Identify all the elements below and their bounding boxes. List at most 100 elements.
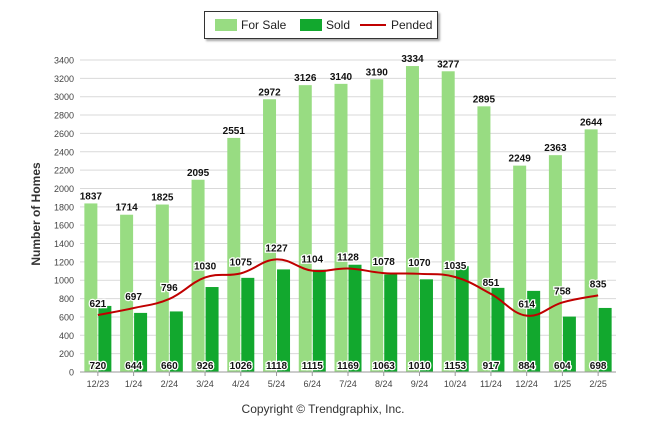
bar-sold [241, 277, 255, 372]
bar-for-sale [334, 83, 348, 372]
y-tick-label: 2600 [54, 129, 74, 139]
x-tick-label: 11/24 [480, 379, 502, 389]
series-line-pended [97, 258, 599, 317]
data-label-pended: 1070 [408, 258, 431, 269]
line-layer [97, 258, 599, 317]
bar-sold [277, 269, 291, 372]
bar-for-sale [298, 85, 312, 373]
copyright-footer: Copyright © Trendgraphix, Inc. [241, 402, 405, 416]
data-label-sold: 1169 [337, 361, 359, 372]
data-label-for-sale: 2644 [580, 117, 603, 128]
bar-for-sale [263, 99, 277, 372]
data-label-for-sale: 2249 [509, 154, 532, 165]
y-tick-label: 1600 [54, 221, 74, 231]
y-tick-label: 400 [59, 331, 74, 341]
x-tick-label: 7/24 [339, 379, 357, 389]
axis-layer: 0 200 400 600 800 1000 1200 1400 1600 1800 2000 220… [54, 56, 616, 389]
x-tick-label: 5/24 [268, 379, 286, 389]
bar-sold [491, 287, 505, 372]
x-tick-label: 6/24 [304, 379, 322, 389]
data-label-pended: 758 [554, 286, 571, 297]
bar-sold [384, 274, 398, 372]
grid-layer [80, 59, 616, 373]
y-tick-label: 200 [59, 349, 74, 359]
data-label-pended: 1030 [194, 261, 217, 272]
y-tick-label: 1000 [54, 276, 74, 286]
data-label-sold: 660 [161, 361, 178, 372]
x-tick-label: 2/25 [589, 379, 607, 389]
legend-label-for-sale: For Sale [241, 18, 287, 32]
data-label-pended: 835 [590, 279, 607, 290]
data-label-sold: 1115 [302, 361, 324, 372]
bar-sold [562, 316, 576, 372]
data-label-pended: 796 [161, 283, 178, 294]
bar-for-sale [513, 165, 527, 372]
bar-sold [169, 311, 183, 372]
data-label-pended: 614 [518, 300, 535, 311]
y-tick-label: 600 [59, 312, 74, 322]
bar-for-sale [370, 79, 384, 372]
data-label-for-sale: 2972 [258, 87, 281, 98]
bar-sold [527, 290, 541, 372]
bar-for-sale [405, 66, 419, 373]
data-label-pended: 1128 [337, 252, 359, 263]
y-tick-label: 0 [69, 368, 74, 378]
x-tick-label: 12/23 [87, 379, 110, 389]
data-label-for-sale: 1714 [115, 203, 138, 214]
data-label-for-sale: 2551 [223, 126, 246, 137]
bar-sold [598, 307, 612, 372]
y-tick-label: 3200 [54, 74, 74, 84]
data-label-for-sale: 3190 [366, 67, 389, 78]
data-label-for-sale: 3126 [294, 73, 317, 84]
y-tick-label: 1400 [54, 239, 74, 249]
bar-sold [134, 312, 148, 372]
bar-sold [348, 264, 362, 372]
data-label-pended: 1035 [444, 261, 467, 272]
data-label-pended: 1104 [301, 255, 323, 266]
data-label-for-sale: 2095 [187, 168, 210, 179]
data-label-for-sale: 1825 [151, 193, 174, 204]
data-label-sold: 926 [197, 361, 214, 372]
y-tick-label: 2400 [54, 147, 74, 157]
bar-for-sale [584, 129, 598, 372]
y-axis-label: Number of Homes [29, 162, 43, 266]
chart-legend: For Sale Sold Pended [204, 11, 438, 39]
data-label-for-sale: 2363 [544, 143, 567, 154]
y-tick-label: 1800 [54, 202, 74, 212]
data-label-for-sale: 3277 [437, 59, 460, 70]
legend-item-for-sale: For Sale [215, 18, 286, 32]
x-tick-label: 12/24 [515, 379, 538, 389]
bar-sold [312, 269, 326, 372]
data-label-sold: 1026 [230, 361, 253, 372]
data-label-pended: 1078 [373, 257, 396, 268]
y-tick-label: 800 [59, 294, 74, 304]
x-tick-label: 10/24 [444, 379, 467, 389]
bar-sold [205, 287, 219, 372]
y-tick-label: 2800 [54, 111, 74, 121]
legend-swatch-pended [360, 24, 386, 26]
legend-label-sold: Sold [326, 18, 351, 32]
x-tick-label: 1/25 [554, 379, 572, 389]
y-tick-label: 3000 [54, 92, 74, 102]
bar-for-sale [155, 204, 169, 372]
x-tick-label: 1/24 [125, 379, 143, 389]
data-label-sold: 917 [483, 361, 500, 372]
data-label-sold: 644 [125, 361, 142, 372]
x-tick-label: 9/24 [411, 379, 429, 389]
data-label-sold: 604 [554, 361, 571, 372]
bar-for-sale [548, 155, 562, 372]
bar-for-sale [84, 203, 98, 372]
data-label-for-sale: 3140 [330, 72, 353, 83]
data-label-pended: 621 [90, 299, 107, 310]
data-label-sold: 720 [90, 361, 107, 372]
bar-sold [419, 279, 433, 372]
x-tick-label: 4/24 [232, 379, 250, 389]
bar-layer [84, 66, 612, 373]
data-label-pended: 697 [125, 292, 142, 303]
bar-for-sale [227, 137, 241, 372]
legend-item-pended: Pended [360, 18, 432, 32]
bar-sold [98, 305, 112, 372]
y-tick-label: 3400 [54, 56, 74, 66]
legend-swatch-for-sale [215, 19, 237, 31]
